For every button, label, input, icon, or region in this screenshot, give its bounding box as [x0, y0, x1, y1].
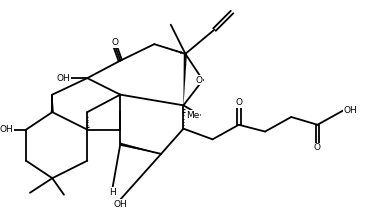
Text: OH: OH: [0, 125, 14, 134]
Text: Me: Me: [187, 110, 200, 119]
Text: H: H: [109, 188, 116, 197]
Polygon shape: [120, 143, 161, 154]
Text: OH: OH: [344, 106, 357, 115]
Text: OH: OH: [57, 74, 71, 83]
Text: O: O: [235, 98, 242, 107]
Polygon shape: [183, 54, 187, 105]
Text: OH: OH: [113, 200, 127, 209]
Text: O: O: [314, 143, 321, 152]
Text: O: O: [112, 38, 119, 47]
Text: O: O: [196, 76, 203, 85]
Polygon shape: [51, 95, 54, 112]
